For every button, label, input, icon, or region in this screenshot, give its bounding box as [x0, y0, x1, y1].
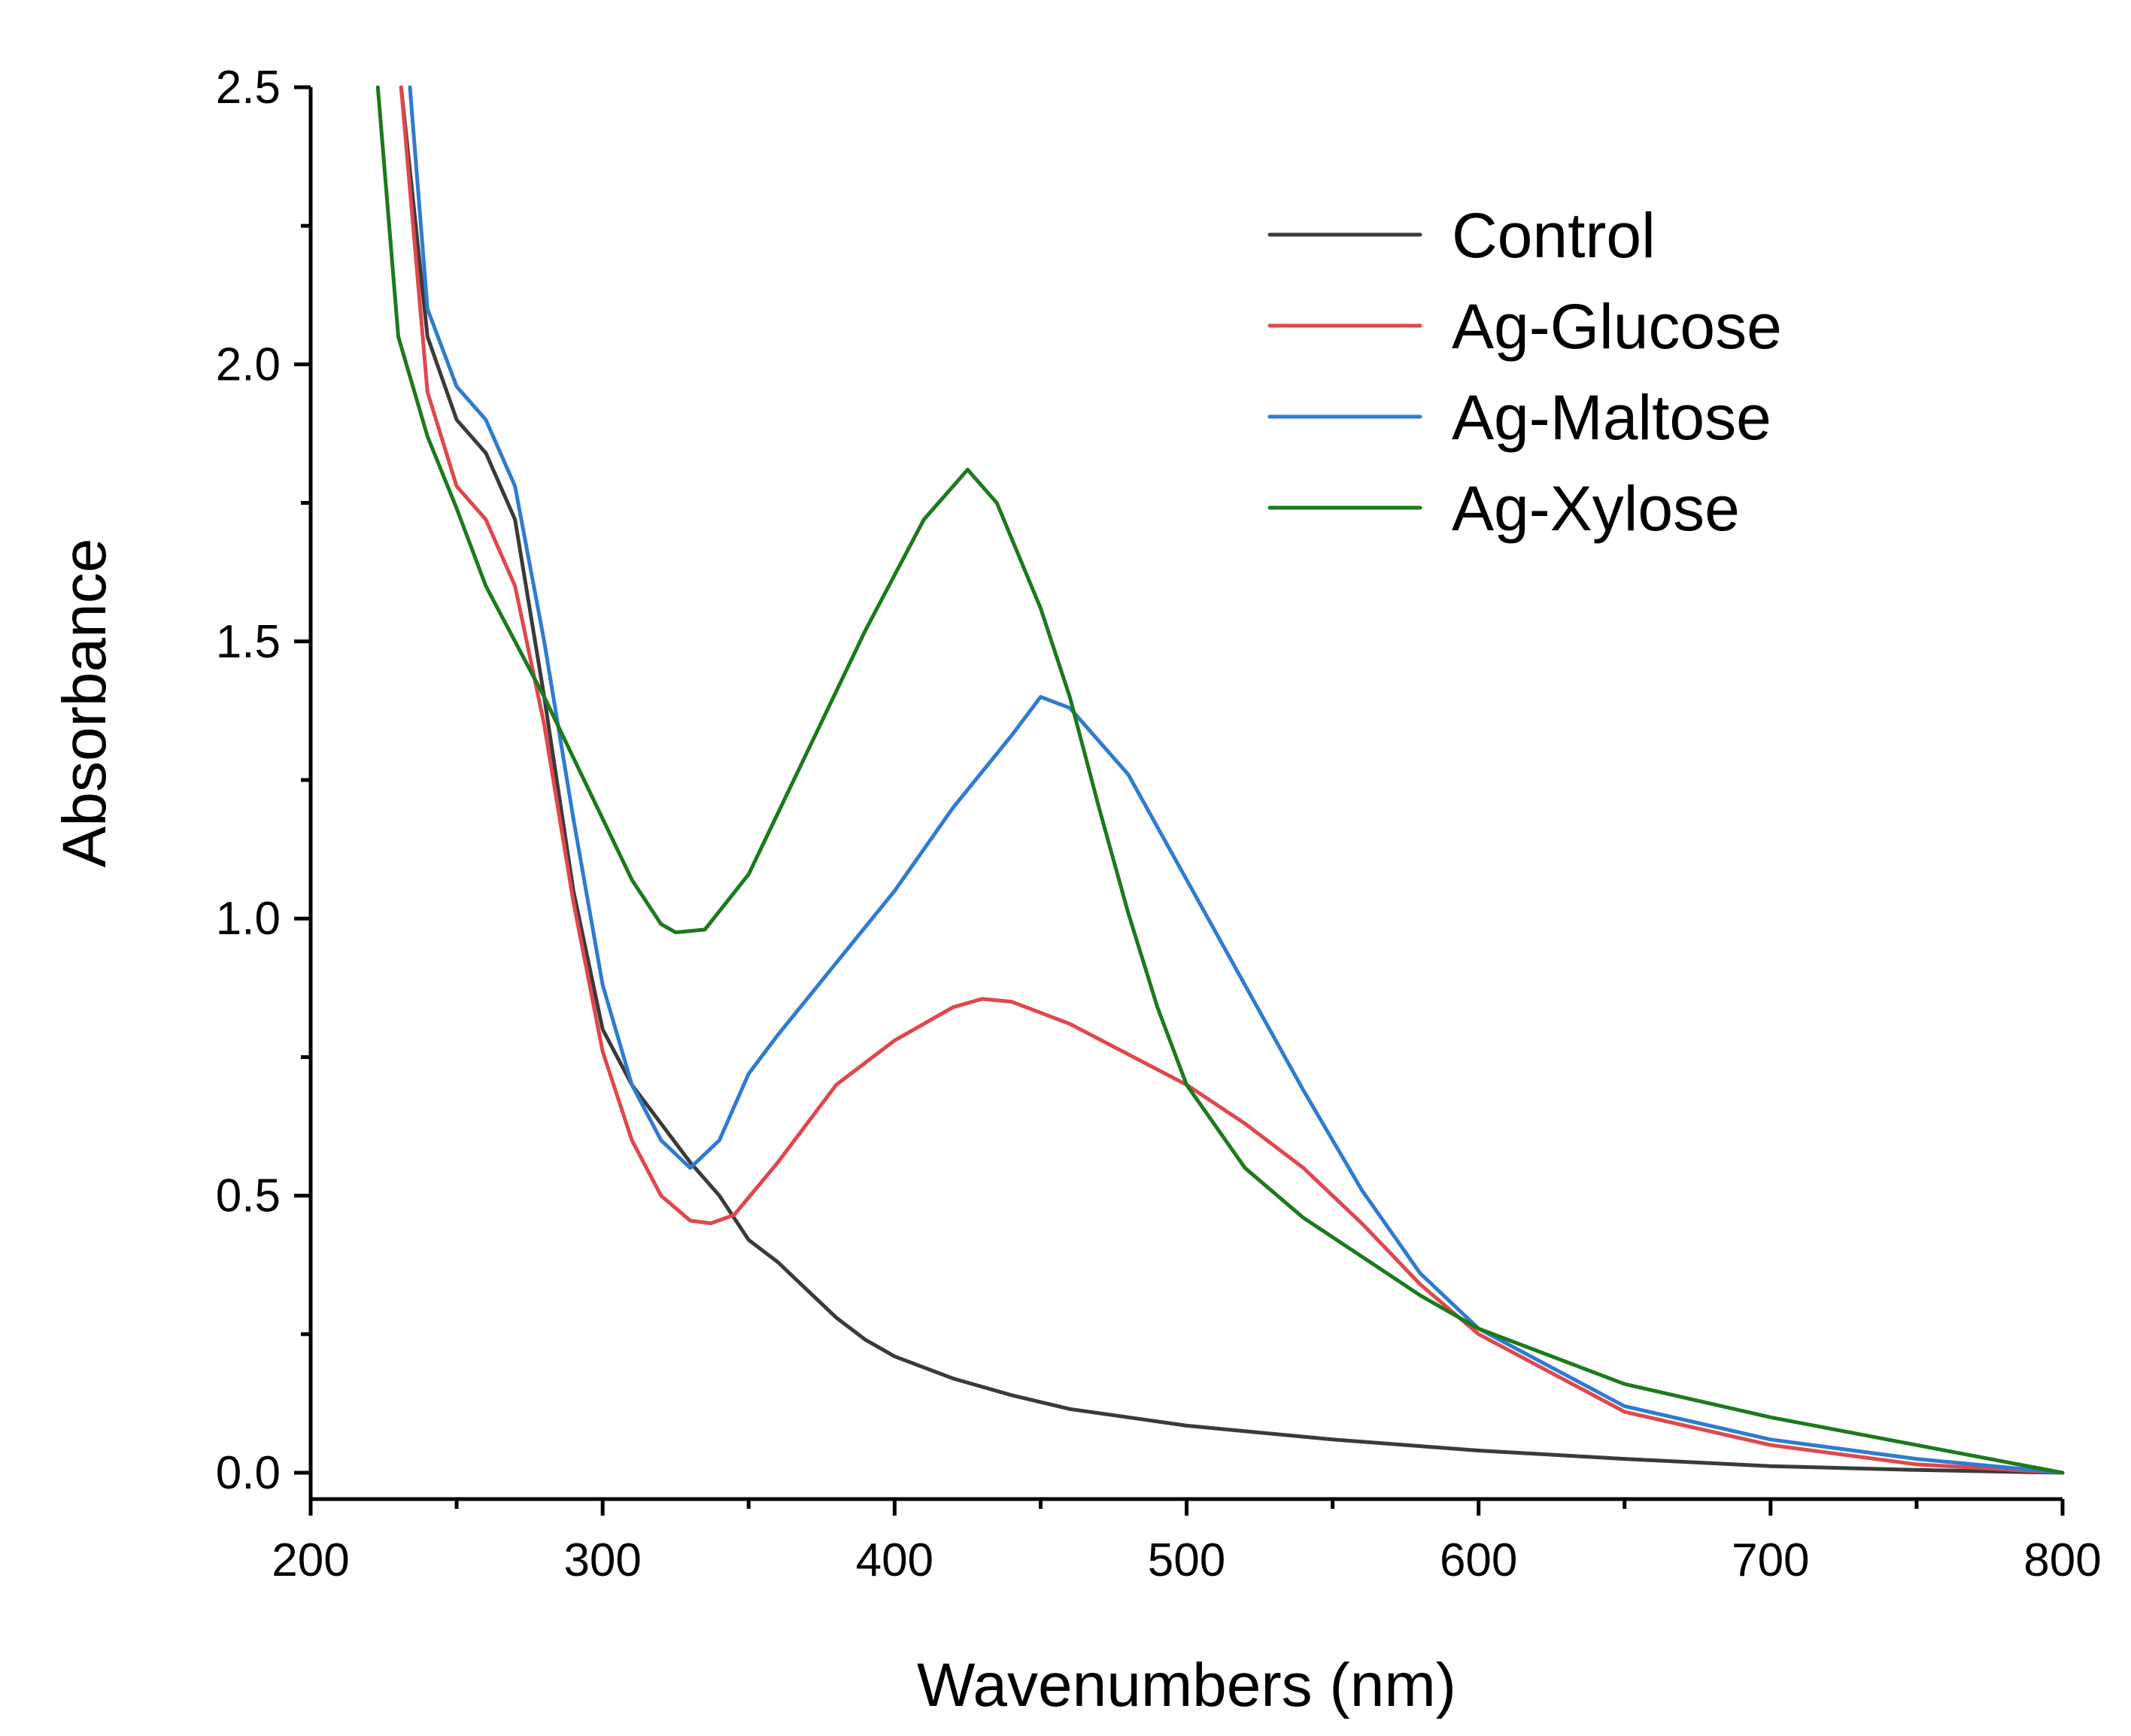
tick-labels-layer: 200 300 400 500 600 700 800 0.0 0.5 1.0 1.5 2.0 2.5	[216, 62, 2102, 1586]
x-tick-label: 400	[856, 1534, 933, 1586]
y-tick-label: 1.5	[216, 616, 281, 668]
series-line-ag-maltose	[408, 85, 2065, 1475]
y-tick-label: 0.0	[216, 1447, 281, 1499]
series-line-ag-xylose	[375, 85, 2065, 1475]
y-tick-label: 1.0	[216, 893, 281, 945]
legend-label-control: Control	[1452, 200, 1656, 271]
ticks-layer	[294, 85, 2065, 1516]
y-tick-label: 2.0	[216, 338, 281, 390]
x-tick-label: 700	[1732, 1534, 1809, 1586]
legend: Control Ag-Glucose Ag-Maltose Ag-Xylose	[1267, 200, 1782, 544]
series-line-control	[399, 85, 2065, 1475]
x-tick-label: 600	[1440, 1534, 1517, 1586]
x-tick-label: 800	[2023, 1534, 2101, 1586]
x-tick-label: 500	[1148, 1534, 1225, 1586]
x-tick-label: 300	[563, 1534, 641, 1586]
legend-label-ag-maltose: Ag-Maltose	[1452, 382, 1771, 453]
x-tick-label: 200	[272, 1534, 349, 1586]
legend-label-ag-xylose: Ag-Xylose	[1452, 473, 1740, 544]
y-tick-label: 2.5	[216, 62, 281, 114]
axes-layer	[308, 87, 2063, 1501]
x-axis-title: Wavenumbers (nm)	[917, 1651, 1456, 1719]
series-line-ag-glucose	[399, 85, 2065, 1475]
series-layer	[375, 85, 2065, 1475]
y-tick-label: 0.5	[216, 1170, 281, 1222]
legend-label-ag-glucose: Ag-Glucose	[1452, 291, 1782, 362]
y-axis-title: Absorbance	[50, 539, 119, 868]
